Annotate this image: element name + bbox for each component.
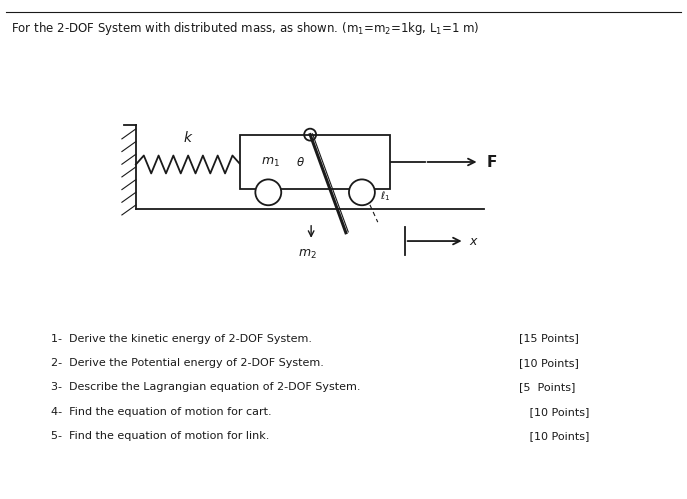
Text: $k$: $k$ xyxy=(183,130,193,145)
Text: [15 Points]: [15 Points] xyxy=(519,333,579,343)
Text: 3-  Describe the Lagrangian equation of 2-DOF System.: 3- Describe the Lagrangian equation of 2… xyxy=(52,382,361,392)
Text: 1-  Derive the kinetic energy of 2-DOF System.: 1- Derive the kinetic energy of 2-DOF Sy… xyxy=(52,333,312,343)
Text: [5  Points]: [5 Points] xyxy=(519,382,576,392)
Text: 2-  Derive the Potential energy of 2-DOF System.: 2- Derive the Potential energy of 2-DOF … xyxy=(52,358,324,368)
Text: $\mathbf{F}$: $\mathbf{F}$ xyxy=(486,154,497,170)
Bar xyxy=(240,135,390,189)
Text: $\theta$: $\theta$ xyxy=(295,156,304,169)
Text: [10 Points]: [10 Points] xyxy=(519,358,579,368)
Text: 5-  Find the equation of motion for link.: 5- Find the equation of motion for link. xyxy=(52,431,269,441)
Text: For the 2-DOF System with distributed mass, as shown. (m$_1$=m$_2$=1kg, L$_1$=1 : For the 2-DOF System with distributed ma… xyxy=(12,20,480,37)
Text: 4-  Find the equation of motion for cart.: 4- Find the equation of motion for cart. xyxy=(52,407,272,417)
Text: $\ell_1$: $\ell_1$ xyxy=(380,189,390,203)
Text: [10 Points]: [10 Points] xyxy=(519,431,589,441)
Text: $x$: $x$ xyxy=(469,235,480,248)
Ellipse shape xyxy=(256,180,281,205)
Text: [10 Points]: [10 Points] xyxy=(519,407,589,417)
Text: $m_1$: $m_1$ xyxy=(261,156,280,169)
Ellipse shape xyxy=(349,180,375,205)
Text: $m_2$: $m_2$ xyxy=(297,248,317,261)
